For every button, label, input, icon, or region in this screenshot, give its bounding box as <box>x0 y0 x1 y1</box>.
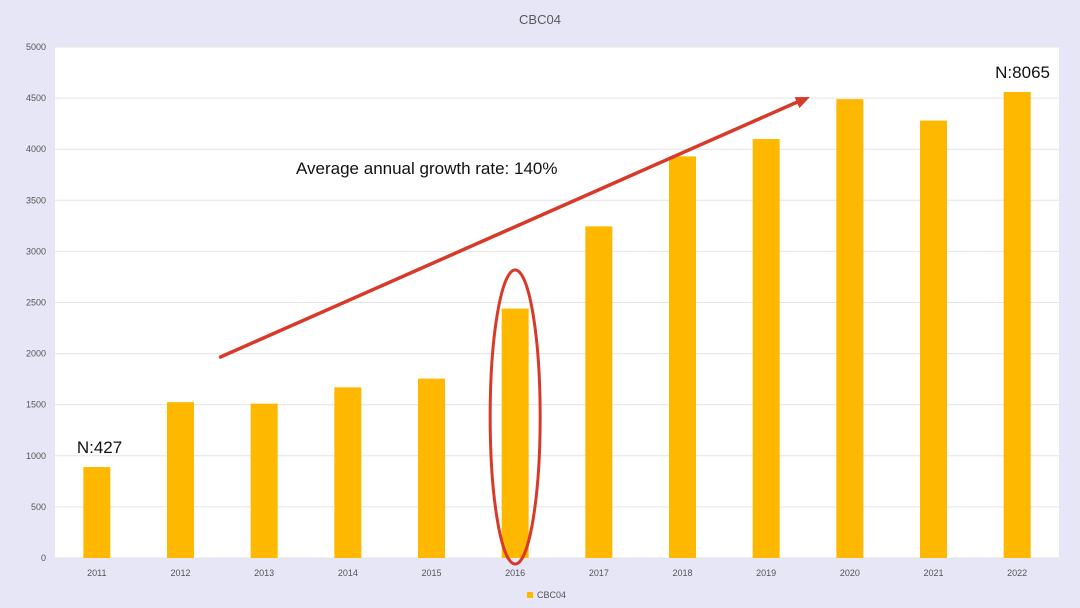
x-tick-label: 2018 <box>672 568 692 578</box>
x-tick-label: 2012 <box>170 568 190 578</box>
x-tick-label: 2019 <box>756 568 776 578</box>
y-tick-label: 3000 <box>26 246 46 256</box>
highlight-ellipse <box>488 268 542 566</box>
x-tick-label: 2017 <box>589 568 609 578</box>
x-tick-label: 2014 <box>338 568 358 578</box>
y-axis: 0 500 1000 1500 2000 2500 3000 3500 4000 4500 5000 <box>26 42 46 563</box>
legend-label: CBC04 <box>537 590 566 600</box>
bar-2020 <box>836 99 864 558</box>
bar-2021 <box>920 120 947 559</box>
bar-2014 <box>334 387 362 558</box>
bar-2017 <box>585 226 613 558</box>
bar-2016 <box>501 308 529 558</box>
x-tick-label: 2021 <box>923 568 943 578</box>
x-tick-label: 2013 <box>254 568 274 578</box>
x-axis: 2011 2012 2013 2014 2015 2016 2017 2018 2019 2020… <box>87 568 1027 578</box>
annotations: N:427 N:8065 Average annual growth rate: 1… <box>77 63 1050 566</box>
x-tick-label: 2020 <box>840 568 860 578</box>
legend-swatch <box>527 592 533 598</box>
trend-arrow-line <box>218 98 804 359</box>
last-value-label: N:8065 <box>995 63 1050 82</box>
bar-2011 <box>83 467 111 558</box>
y-tick-label: 3500 <box>26 195 46 205</box>
y-tick-label: 1500 <box>26 400 46 410</box>
bar-2022 <box>1003 91 1031 558</box>
bar-2012 <box>167 402 194 558</box>
y-tick-label: 1000 <box>26 451 46 461</box>
y-tick-label: 2500 <box>26 298 46 308</box>
legend: CBC04 <box>527 590 566 600</box>
y-tick-label: 500 <box>31 502 46 512</box>
bar-2013 <box>250 403 278 558</box>
x-tick-label: 2011 <box>87 568 106 578</box>
x-tick-label: 2015 <box>421 568 441 578</box>
gridlines <box>55 46 1059 559</box>
bars <box>83 91 1031 559</box>
bar-2019 <box>752 138 780 559</box>
chart-title: CBC04 <box>519 12 561 27</box>
x-tick-label: 2022 <box>1007 568 1027 578</box>
y-tick-label: 5000 <box>26 42 46 52</box>
y-tick-label: 0 <box>41 553 46 563</box>
y-tick-label: 2000 <box>26 349 46 359</box>
x-tick-label: 2016 <box>505 568 525 578</box>
y-tick-label: 4000 <box>26 144 46 154</box>
y-tick-label: 4500 <box>26 93 46 103</box>
growth-rate-label: Average annual growth rate: 140% <box>296 159 557 178</box>
first-value-label: N:427 <box>77 438 122 457</box>
bar-2018 <box>669 156 696 558</box>
bar-2015 <box>418 378 445 558</box>
trend-arrow-head <box>794 97 810 109</box>
